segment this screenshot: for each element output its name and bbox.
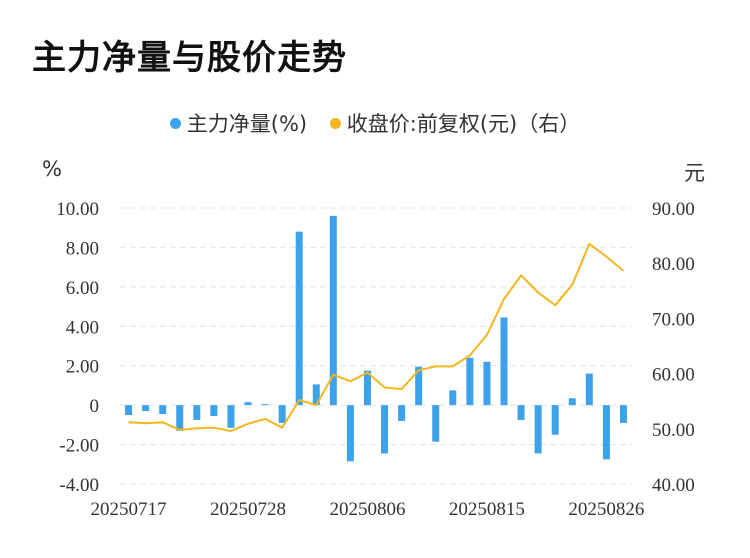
- legend-line-label: 收盘价:前复权(元)（右）: [346, 112, 581, 136]
- chart-legend: 主力净量(%) 收盘价:前复权(元)（右）: [0, 108, 750, 138]
- bar-mark: [210, 405, 218, 416]
- bar-series: [125, 215, 627, 462]
- bar-mark: [125, 405, 133, 415]
- legend-bar-dot-icon: [169, 117, 181, 129]
- bar-mark: [551, 405, 559, 435]
- legend-item-bar[interactable]: 主力净量(%): [169, 108, 308, 138]
- bar-mark: [159, 405, 167, 415]
- left-axis-tick-label: 6.00: [66, 278, 99, 299]
- bar-mark: [568, 398, 576, 406]
- right-axis-tick-label: 70.00: [652, 309, 695, 330]
- legend-bar-label: 主力净量(%): [186, 112, 308, 136]
- bar-mark: [227, 405, 235, 428]
- price-line: [128, 242, 625, 432]
- bar-mark: [142, 405, 150, 412]
- right-axis-tick-label: 40.00: [652, 475, 695, 496]
- left-axis-tick-label: 2.00: [66, 357, 99, 378]
- left-axis-tick-label: -2.00: [59, 436, 99, 457]
- x-axis-tick-label: 20250717: [91, 499, 167, 520]
- x-axis-tick-label: 20250806: [329, 499, 405, 520]
- right-axis-tick-label: 50.00: [652, 420, 695, 441]
- bar-mark: [585, 373, 593, 406]
- bar-mark: [312, 384, 320, 406]
- x-axis-tick-label: 20250815: [449, 499, 525, 520]
- left-axis-tick-label: 4.00: [66, 317, 99, 338]
- bar-mark: [415, 366, 423, 406]
- bar-mark: [534, 405, 542, 454]
- bar-mark: [449, 390, 457, 406]
- right-axis-tick-label: 90.00: [652, 199, 695, 220]
- right-axis-unit: 元: [684, 161, 705, 185]
- x-axis-tick-label: 20250826: [568, 499, 644, 520]
- bar-mark: [244, 402, 252, 406]
- bar-mark: [261, 404, 269, 406]
- left-axis-unit: %: [42, 157, 62, 181]
- x-axis-ticks: 20250717 20250728 20250806 20250815 20250826: [91, 499, 645, 520]
- bar-mark: [193, 405, 201, 420]
- legend-line-dot-icon: [329, 117, 341, 129]
- left-axis-ticks: 10.00 8.00 6.00 4.00 2.00 0 -2.00 -4.00: [56, 199, 99, 496]
- bar-mark: [466, 357, 474, 406]
- left-axis-tick-label: -4.00: [59, 475, 99, 496]
- bar-mark: [176, 405, 184, 431]
- bar-mark: [500, 317, 508, 406]
- bar-mark: [363, 370, 371, 406]
- chart-title: 主力净量与股价走势: [32, 38, 347, 78]
- grid-lines: [120, 207, 632, 485]
- left-axis-tick-label: 8.00: [66, 238, 99, 259]
- right-axis-tick-label: 80.00: [652, 254, 695, 275]
- bar-mark: [619, 405, 627, 423]
- bar-mark: [329, 215, 337, 406]
- bar-mark: [381, 405, 389, 454]
- bar-mark: [432, 405, 440, 442]
- bar-mark: [483, 361, 491, 406]
- right-axis-ticks: 90.00 80.00 70.00 60.00 50.00 40.00: [652, 199, 695, 496]
- bar-mark: [278, 405, 286, 423]
- bar-mark: [602, 405, 610, 460]
- right-axis-tick-label: 60.00: [652, 365, 695, 386]
- left-axis-tick-label: 10.00: [56, 199, 99, 220]
- bar-mark: [517, 405, 525, 420]
- x-axis-tick-label: 20250728: [210, 499, 286, 520]
- bar-mark: [295, 231, 303, 406]
- left-axis-tick-label: 0: [90, 396, 100, 417]
- legend-item-line[interactable]: 收盘价:前复权(元)（右）: [329, 108, 581, 138]
- bar-mark: [346, 405, 354, 462]
- line-series: [128, 242, 625, 432]
- bar-mark: [398, 405, 406, 421]
